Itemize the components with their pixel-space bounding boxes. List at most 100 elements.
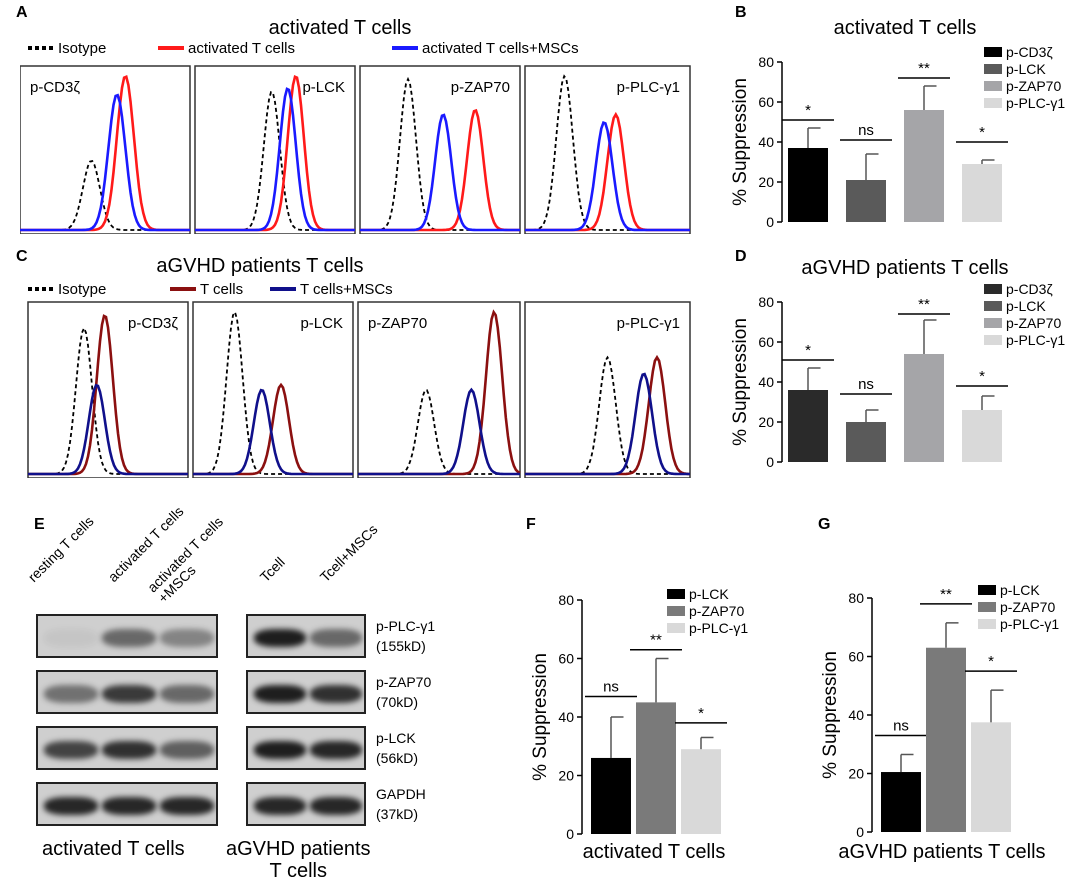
y-tick-label: 20 [758, 414, 774, 430]
histogram-frame [357, 301, 521, 478]
y-tick-label: 80 [758, 294, 774, 310]
significance-mark: ** [918, 296, 930, 313]
blot-left-GAPDH [36, 782, 218, 826]
legend-swatch [984, 47, 1002, 57]
band [44, 629, 98, 647]
histogram-curve-treated [193, 388, 353, 476]
blot-caption-left: activated T cells [42, 838, 185, 860]
legend-swatch [984, 284, 1002, 294]
band [160, 741, 214, 759]
panel-a-histograms: activated T cells Isotype activated T cell… [20, 17, 691, 234]
band [44, 741, 98, 759]
y-tick-label: 40 [758, 134, 774, 150]
blot-protein-label: GAPDH [376, 786, 426, 802]
y-axis-label: % Suppression [730, 318, 751, 446]
significance-mark: ns [858, 122, 874, 139]
histogram-label: p-LCK [300, 315, 343, 332]
histogram-label: p-ZAP70 [368, 315, 427, 332]
histogram-curve-isotype [525, 355, 690, 475]
histogram-curve-isotype [360, 76, 520, 231]
band [254, 685, 306, 703]
bar-p-LCK [846, 422, 886, 462]
legend-label: T cells [200, 281, 243, 298]
legend-label: activated T cells [188, 40, 295, 57]
y-axis-label: % Suppression [820, 651, 841, 779]
legend-label: p-ZAP70 [1000, 599, 1055, 615]
histogram-curve-treated [525, 121, 690, 232]
significance-mark: * [805, 342, 811, 359]
legend-label: p-PLC-γ1 [1006, 95, 1065, 111]
blot-protein-label: p-LCK [376, 730, 416, 746]
lane-header: activated T cells +MSCs [144, 513, 227, 606]
legend-label: p-LCK [1006, 61, 1046, 77]
chart-title: aGVHD patients T cells [801, 257, 1008, 279]
legend-swatch [978, 602, 996, 612]
band [160, 685, 214, 703]
significance-mark: ns [858, 376, 874, 393]
histogram-curve-treated [20, 93, 190, 232]
band [102, 629, 156, 647]
band [254, 629, 306, 647]
histogram-label: p-CD3ζ [128, 315, 178, 332]
bar-p-ZAP70 [926, 647, 966, 832]
legend-label: p-CD3ζ [1006, 44, 1053, 60]
band [160, 629, 214, 647]
histogram-frame [524, 65, 691, 234]
bar-p-CD3ζ [788, 390, 828, 462]
y-tick-label: 40 [758, 374, 774, 390]
histogram-frame [359, 65, 521, 234]
bar-p-ZAP70 [636, 702, 676, 834]
blot-left-p-PLC-γ1 [36, 614, 218, 658]
band [310, 797, 362, 815]
legend-swatch [667, 623, 685, 633]
blot-right-p-ZAP70 [246, 670, 366, 714]
significance-mark: * [979, 124, 985, 141]
significance-mark: * [979, 368, 985, 385]
y-tick-label: 20 [758, 174, 774, 190]
bar-p-PLC-γ1 [962, 410, 1002, 462]
histogram-curve-control [525, 354, 691, 476]
blot-mw-label: (155kD) [376, 638, 426, 654]
legend-swatch [984, 301, 1002, 311]
lane-header: Tcell [256, 553, 288, 585]
histogram-curve-isotype [358, 389, 520, 475]
panel-title: activated T cells [269, 17, 412, 39]
band [310, 685, 362, 703]
bar-p-ZAP70 [904, 110, 944, 222]
bar-p-CD3ζ [788, 148, 828, 222]
histogram-curve-control [195, 74, 355, 232]
blot-protein-label: p-ZAP70 [376, 674, 432, 690]
panel-letter-f: F [526, 516, 536, 533]
band [254, 797, 306, 815]
histogram-curve-treated [28, 383, 188, 476]
blot-right-GAPDH [246, 782, 366, 826]
blot-right-p-PLC-γ1 [246, 614, 366, 658]
legend-swatch [978, 619, 996, 629]
y-tick-label: 80 [558, 592, 574, 608]
histogram-label: p-LCK [302, 79, 345, 96]
legend-label: Isotype [58, 40, 106, 57]
band [310, 629, 362, 647]
y-tick-label: 40 [558, 709, 574, 725]
bar-p-PLC-γ1 [971, 722, 1011, 832]
histogram-label: p-PLC-γ1 [617, 315, 680, 332]
y-axis-label: % Suppression [730, 78, 751, 206]
y-tick-label: 60 [848, 649, 864, 665]
bar-p-LCK [591, 757, 631, 834]
significance-mark: ** [650, 632, 662, 649]
chart-title: activated T cells [834, 17, 977, 39]
histogram-frame [524, 301, 691, 478]
legend-label: p-LCK [689, 586, 729, 602]
histogram-curve-control [28, 314, 188, 476]
y-tick-label: 40 [848, 707, 864, 723]
chart-title: aGVHD patients T cells [838, 841, 1045, 863]
y-tick-label: 80 [848, 590, 864, 606]
y-tick-label: 0 [566, 826, 574, 842]
lane-header: activated T cells [104, 503, 187, 585]
legend-label: p-PLC-γ1 [689, 620, 748, 636]
legend-swatch [978, 585, 996, 595]
legend-label: p-ZAP70 [689, 603, 744, 619]
band [44, 685, 98, 703]
